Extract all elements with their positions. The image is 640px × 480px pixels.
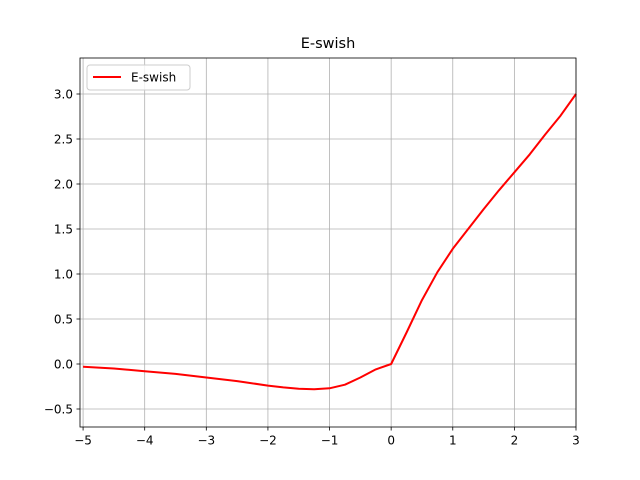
x-tick-label: 3 — [572, 434, 580, 448]
x-tick-label: 0 — [387, 434, 395, 448]
y-tick-label: 0.5 — [54, 312, 73, 326]
x-tick-label: −4 — [136, 434, 154, 448]
axes-frame — [79, 57, 577, 428]
grid — [80, 58, 577, 427]
x-tick-label: −3 — [197, 434, 215, 448]
x-tick-label: 1 — [449, 434, 457, 448]
plot-area — [80, 58, 576, 427]
y-tick-label: 3.0 — [54, 87, 73, 101]
y-tick-label: 2.5 — [54, 132, 73, 146]
x-tick-label: 2 — [511, 434, 519, 448]
x-tick-label: −5 — [74, 434, 92, 448]
legend-box — [86, 64, 191, 91]
y-axis: −0.5 0.0 0.5 1.0 1.5 2.0 2.5 3.0 — [44, 87, 80, 416]
y-tick-label: −0.5 — [44, 402, 73, 416]
x-tick-label: −1 — [321, 434, 339, 448]
series-line-e-swish — [83, 93, 577, 391]
y-tick-label: 2.0 — [54, 177, 73, 191]
y-tick-label: 1.5 — [54, 222, 73, 236]
x-tick-label: −2 — [259, 434, 277, 448]
chart-title: E-swish — [301, 36, 356, 52]
series-layer — [83, 93, 577, 391]
legend: E-swish — [86, 64, 191, 91]
legend-label-e-swish: E-swish — [131, 71, 176, 85]
y-tick-label: 0.0 — [54, 357, 73, 371]
x-axis: −5 −4 −3 −2 −1 0 1 2 3 — [74, 427, 580, 448]
y-tick-label: 1.0 — [54, 267, 73, 281]
